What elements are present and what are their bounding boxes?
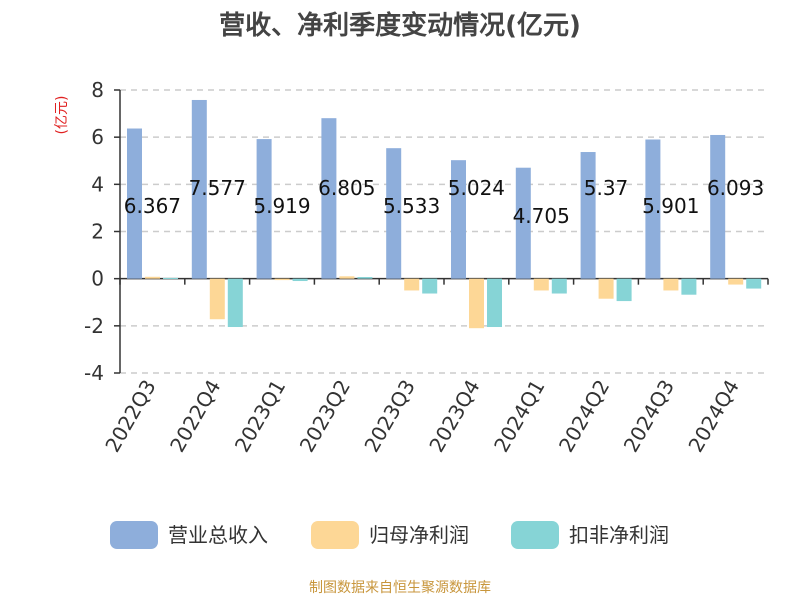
data-label-revenue: 6.093 (707, 176, 764, 200)
x-tick-label: 2023Q1 (230, 376, 290, 457)
bar-series-0-2023Q4 (451, 160, 466, 279)
x-tick-label: 2024Q4 (683, 376, 743, 457)
bar-series-1-2024Q1 (533, 278, 549, 291)
bar-series-0-2023Q3 (386, 148, 402, 279)
x-tick-label: 2022Q3 (100, 376, 160, 457)
bar-series-2-2023Q1 (292, 278, 308, 282)
bar-series-1-2022Q4 (209, 278, 225, 320)
legend-swatch (110, 521, 158, 549)
bar-series-1-2024Q2 (598, 278, 614, 299)
x-tick-label: 2023Q2 (295, 376, 355, 457)
y-tick-label: 2 (91, 220, 104, 244)
data-label-revenue: 4.705 (513, 204, 570, 228)
data-label-revenue: 7.577 (189, 176, 246, 200)
data-label-revenue: 5.533 (383, 194, 440, 218)
bar-series-0-2023Q1 (256, 139, 272, 279)
bar-series-0-2024Q2 (580, 152, 596, 279)
data-label-revenue: 5.919 (253, 194, 310, 218)
bar-series-1-2023Q3 (404, 278, 420, 291)
bar-series-2-2024Q4 (746, 278, 762, 289)
x-tick-label: 2023Q4 (424, 376, 484, 457)
x-tick-label: 2022Q4 (165, 376, 225, 457)
bars-layer (127, 99, 762, 329)
chart-title: 营收、净利季度变动情况(亿元) (219, 10, 581, 41)
bar-series-0-2023Q2 (321, 118, 337, 279)
source-note: 制图数据来自恒生聚源数据库 (309, 580, 491, 596)
bar-series-1-2023Q4 (469, 278, 484, 329)
legend-swatch (311, 521, 359, 549)
x-tick-label: 2024Q1 (489, 376, 549, 457)
bar-series-2-2023Q4 (487, 278, 502, 328)
bar-series-0-2022Q3 (127, 128, 142, 279)
y-tick-label: 4 (91, 172, 104, 196)
bar-series-0-2024Q4 (710, 134, 726, 279)
bar-series-1-2024Q3 (663, 278, 679, 291)
legend-label: 归母净利润 (369, 523, 469, 547)
bar-series-1-2022Q3 (145, 276, 160, 279)
data-label-revenue: 5.024 (448, 176, 505, 200)
bar-series-2-2022Q3 (163, 277, 178, 279)
bar-series-0-2024Q3 (645, 139, 661, 279)
data-label-revenue: 5.901 (642, 194, 699, 218)
bar-series-1-2023Q1 (274, 278, 290, 281)
legend-label: 营业总收入 (168, 523, 268, 547)
data-label-revenue: 5.37 (584, 176, 629, 200)
y-tick-label: 8 (91, 78, 104, 102)
bar-series-0-2024Q1 (515, 167, 531, 279)
bar-series-2-2024Q2 (616, 278, 632, 302)
x-tick-label: 2024Q2 (554, 376, 614, 457)
bar-series-1-2024Q4 (728, 278, 744, 285)
legend-label: 扣非净利润 (569, 523, 669, 547)
x-tick-label: 2023Q3 (359, 376, 419, 457)
bar-series-2-2024Q3 (681, 278, 697, 295)
bar-series-1-2023Q2 (339, 276, 355, 279)
bar-series-0-2022Q4 (191, 99, 207, 279)
legend-swatch (511, 521, 559, 549)
y-tick-label: 6 (91, 125, 104, 149)
x-tick-label: 2024Q3 (619, 376, 679, 457)
bar-series-2-2023Q2 (357, 277, 373, 279)
bar-series-2-2024Q1 (551, 278, 567, 294)
data-label-revenue: 6.805 (318, 176, 375, 200)
data-labels-layer: 6.367 7.577 5.919 6.805 5.533 5.024 4.705 5.37 5… (124, 176, 764, 228)
y-tick-label: -2 (84, 314, 104, 338)
legend: 营业总收入 归母净利润 扣非净利润 (110, 521, 669, 549)
y-tick-label: 0 (91, 267, 104, 291)
y-axis-unit-label: (亿元) (54, 96, 70, 135)
grid-layer (120, 89, 768, 374)
data-label-revenue: 6.367 (124, 194, 181, 218)
bar-series-2-2023Q3 (422, 278, 438, 294)
bar-series-2-2022Q4 (227, 278, 243, 328)
y-tick-label: -4 (84, 361, 104, 385)
